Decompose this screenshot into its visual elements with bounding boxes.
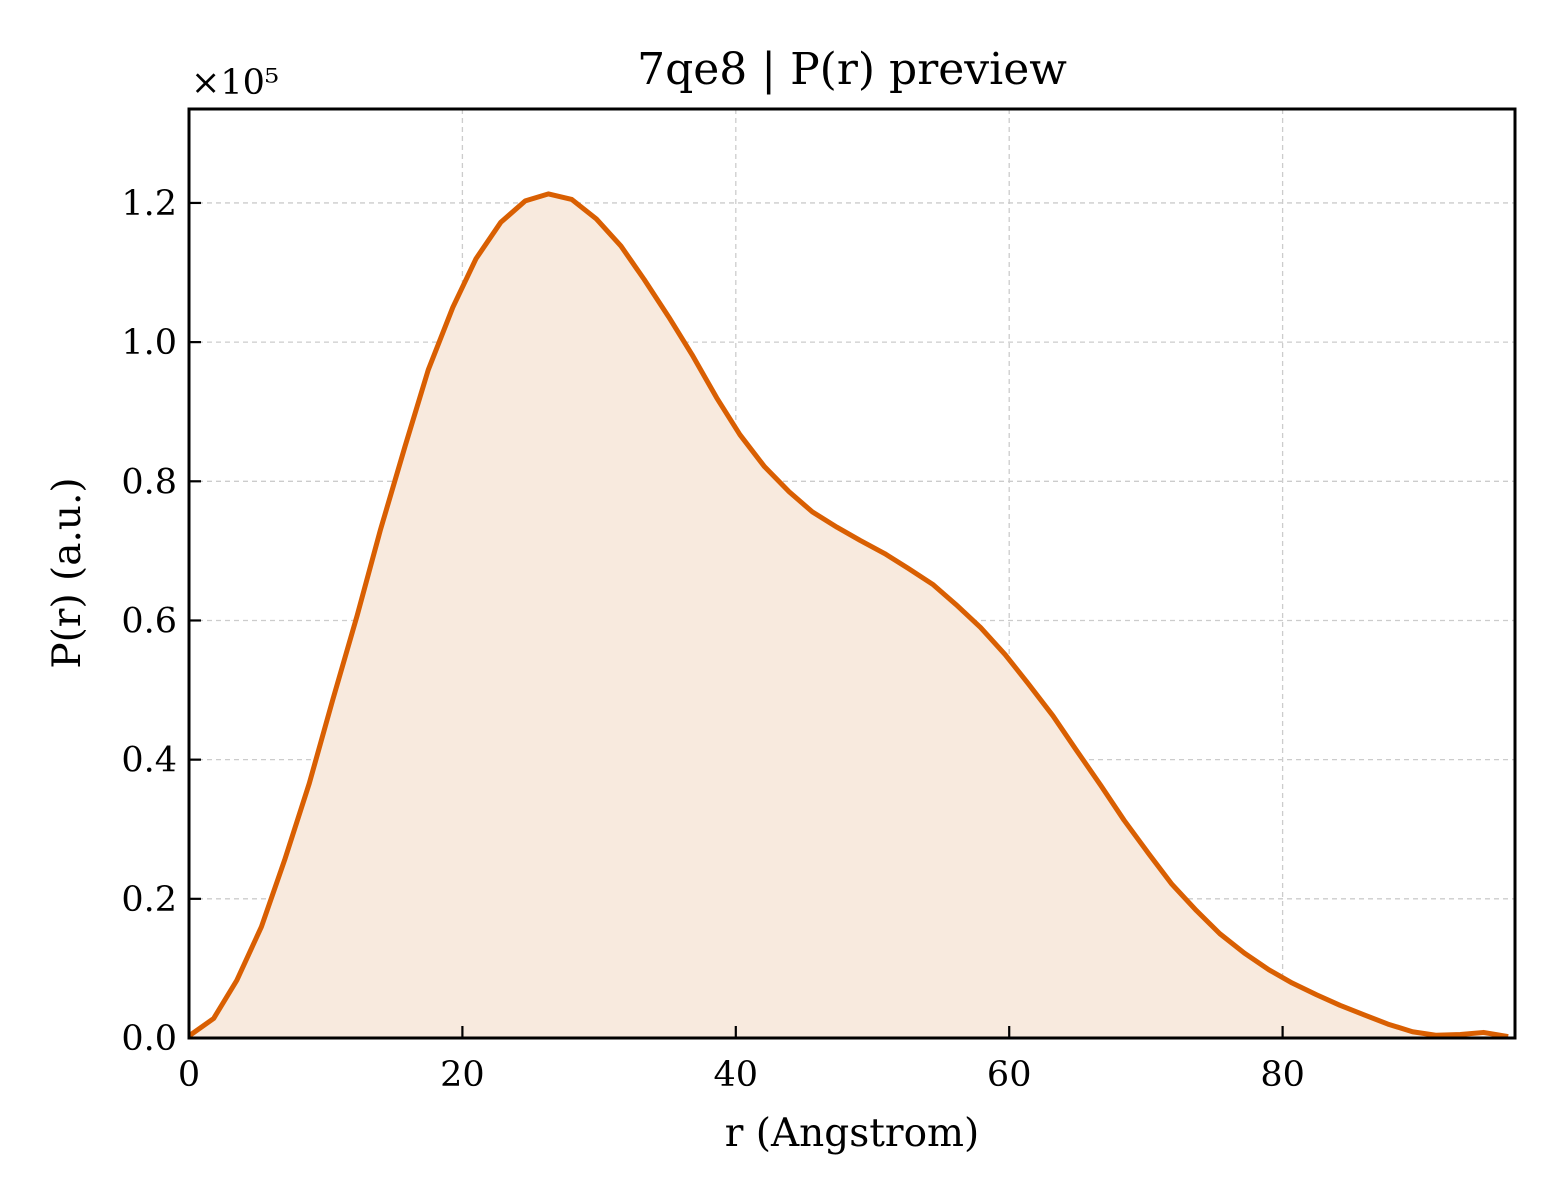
chart-title: 7qe8 | P(r) preview [637,44,1067,95]
x-tick-label: 0 [178,1055,200,1095]
x-tick-label: 40 [714,1055,759,1095]
y-tick-label: 1.2 [121,184,177,224]
x-tick-label: 60 [987,1055,1032,1095]
axis-ticks: 0 20 40 60 80 0.0 0.2 0.4 0.6 0.8 1.0 1.2 [121,184,1305,1095]
x-tick-label: 80 [1260,1055,1305,1095]
y-scale-multiplier: ×10⁵ [191,63,279,103]
y-tick-label: 0.6 [121,601,177,641]
y-axis-label: P(r) (a.u.) [45,477,90,668]
y-tick-label: 0.2 [121,880,177,920]
y-tick-label: 0.8 [121,462,177,502]
y-tick-label: 1.0 [121,323,177,363]
y-tick-label: 0.0 [121,1019,177,1059]
y-tick-label: 0.4 [121,741,177,781]
pr-series-line [187,191,1509,1040]
plot-frame [187,107,1517,1040]
x-axis-label: r (Angstrom) [725,1111,980,1156]
x-tick-label: 20 [440,1055,485,1095]
pr-area-fill [189,193,1509,1038]
